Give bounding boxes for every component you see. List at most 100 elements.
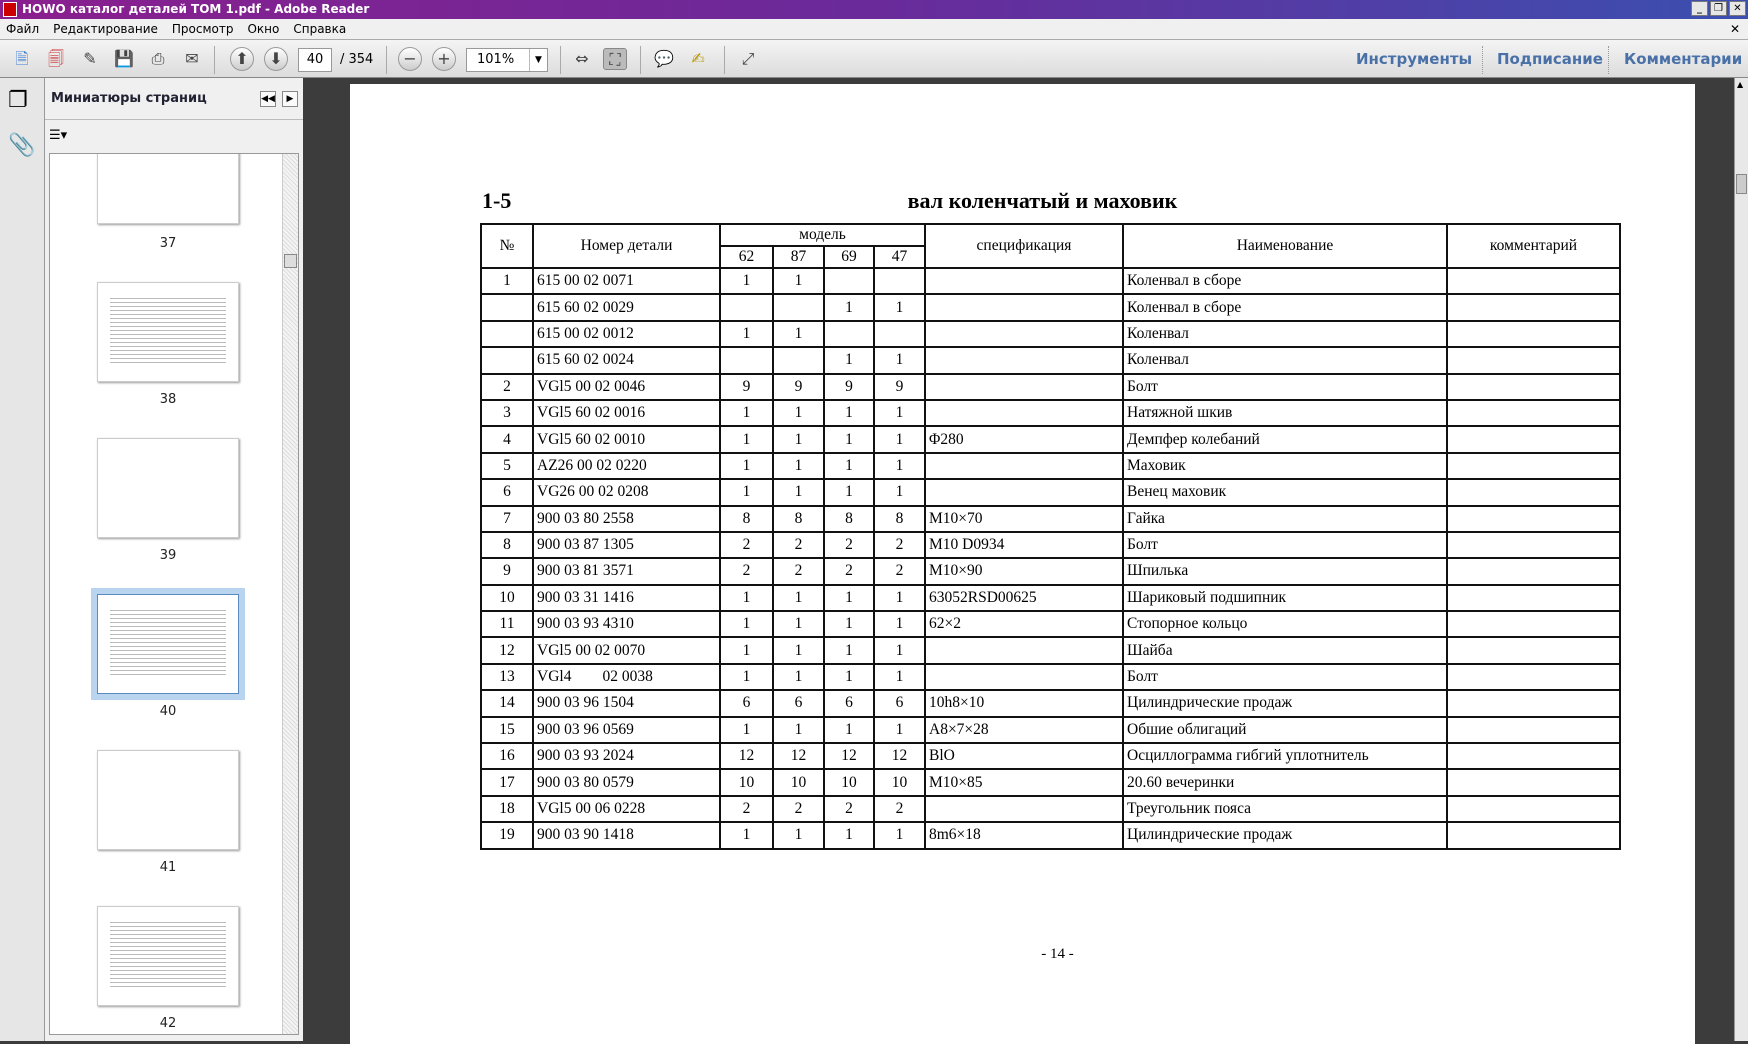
thumbnail-page-42[interactable] xyxy=(97,906,239,1006)
qty-62: 12 xyxy=(719,742,774,771)
qty-87: 1 xyxy=(772,478,825,507)
full-screen-icon[interactable]: ⤢ xyxy=(741,49,755,68)
part-name: Стопорное кольцо xyxy=(1122,610,1448,639)
scroll-up-icon[interactable]: ▲ xyxy=(1737,80,1744,89)
highlight-text-icon[interactable]: ✍ xyxy=(691,49,705,68)
comment xyxy=(1446,398,1621,428)
table-row: 15 900 03 96 0569 1 1 1 1 A8×7×28 Обшие облигац… xyxy=(480,715,1621,745)
scrollbar-thumb[interactable] xyxy=(284,254,297,268)
menu-window[interactable]: Окно xyxy=(247,22,280,36)
fit-width-icon[interactable]: ⇔ xyxy=(575,49,589,68)
expand-panel-button[interactable]: ▶ xyxy=(282,91,298,107)
comments-link[interactable]: Комментарии xyxy=(1624,50,1743,68)
menu-file[interactable]: Файл xyxy=(6,22,40,36)
qty-87 xyxy=(772,346,825,375)
row-number: 13 xyxy=(480,662,534,692)
row-number: 12 xyxy=(480,636,534,665)
thumbnail-page-38[interactable] xyxy=(97,282,239,382)
panel-title: Миниатюры страниц xyxy=(51,91,207,106)
specification: 10h8×10 xyxy=(924,689,1124,718)
part-number: 615 60 02 0029 xyxy=(532,293,721,322)
row-number: 4 xyxy=(480,425,534,454)
table-row: 14 900 03 96 1504 6 6 6 6 10h8×10 Цилиндрически… xyxy=(480,689,1621,718)
qty-47: 1 xyxy=(873,821,926,850)
qty-62: 1 xyxy=(719,319,774,349)
row-number: 15 xyxy=(480,715,534,745)
thumbnail-page-41[interactable] xyxy=(97,750,239,850)
part-name: Венец маховик xyxy=(1122,478,1448,507)
table-row: 7 900 03 80 2558 8 8 8 8 M10×70 Гайка xyxy=(480,504,1621,533)
attachments-icon[interactable]: 📎 xyxy=(8,133,36,158)
menu-edit[interactable]: Редактирование xyxy=(53,22,158,36)
part-number: VGl5 00 02 0046 xyxy=(532,372,721,401)
print-icon[interactable]: ⎙ xyxy=(151,49,165,68)
qty-69: 12 xyxy=(823,742,875,771)
next-page-button[interactable]: ⬇ xyxy=(264,47,288,71)
comment-icon[interactable]: 💬 xyxy=(654,49,674,68)
qty-47: 12 xyxy=(873,742,926,771)
create-pdf-icon[interactable]: 🗎 xyxy=(15,49,29,68)
thumbnail-scrollbar[interactable] xyxy=(282,154,298,1034)
collapse-panel-button[interactable]: ◀◀ xyxy=(260,91,276,107)
specification: Φ280 xyxy=(924,425,1124,454)
specification xyxy=(924,451,1124,481)
zoom-select[interactable]: 101% ▼ xyxy=(466,48,548,72)
zoom-in-button[interactable]: + xyxy=(432,47,456,71)
comment xyxy=(1446,346,1621,375)
table-row: 4 VGl5 60 02 0010 1 1 1 1 Φ280 Демпфер колебани… xyxy=(480,425,1621,454)
specification: A8×7×28 xyxy=(924,715,1124,745)
save-icon[interactable]: 💾 xyxy=(114,49,134,68)
qty-87 xyxy=(772,293,825,322)
table-row: 2 VGl5 00 02 0046 9 9 9 9 Болт xyxy=(480,372,1621,401)
table-row: 6 VG26 00 02 0208 1 1 1 1 Венец маховик xyxy=(480,478,1621,507)
menu-view[interactable]: Просмотр xyxy=(171,22,234,36)
comment xyxy=(1446,794,1621,824)
part-name: 20.60 вечеринки xyxy=(1122,768,1448,797)
document-scrollbar[interactable]: ▲ xyxy=(1734,78,1748,1041)
page-thumbnails-icon[interactable]: ❐ xyxy=(8,88,28,113)
qty-62 xyxy=(719,346,774,375)
qty-69: 1 xyxy=(823,346,875,375)
comment xyxy=(1446,478,1621,507)
scrollbar-thumb[interactable] xyxy=(1736,174,1747,194)
part-number: AZ26 00 02 0220 xyxy=(532,451,721,481)
table-row: 615 60 02 0024 1 1 Коленвал xyxy=(480,346,1621,375)
combine-files-icon[interactable]: 🗐 xyxy=(48,49,64,68)
sign-link[interactable]: Подписание xyxy=(1497,50,1603,68)
qty-62: 1 xyxy=(719,821,774,850)
fit-page-icon[interactable]: ⛶ xyxy=(603,48,627,70)
options-menu-icon[interactable]: ☰▾ xyxy=(49,128,68,143)
part-name: Болт xyxy=(1122,662,1448,692)
email-icon[interactable]: ✉ xyxy=(185,49,199,68)
thumbnail-page-37[interactable] xyxy=(97,154,239,224)
qty-69: 1 xyxy=(823,583,875,613)
close-document-icon[interactable]: ✕ xyxy=(1729,22,1740,36)
tools-link[interactable]: Инструменты xyxy=(1356,50,1473,68)
page-number-input[interactable]: 40 xyxy=(298,48,332,72)
specification: 63052RSD00625 xyxy=(924,583,1124,613)
restore-button[interactable]: ❐ xyxy=(1710,1,1727,16)
row-number: 8 xyxy=(480,530,534,560)
previous-page-button[interactable]: ⬆ xyxy=(230,47,254,71)
chevron-down-icon[interactable]: ▼ xyxy=(529,49,547,71)
edit-document-icon[interactable]: ✎ xyxy=(83,49,97,68)
header-name: Наименование xyxy=(1122,223,1448,269)
qty-87: 1 xyxy=(772,266,825,296)
thumbnail-page-39[interactable] xyxy=(97,438,239,538)
part-number: VGl5 60 02 0016 xyxy=(532,398,721,428)
zoom-out-button[interactable]: − xyxy=(398,47,422,71)
minimize-button[interactable]: _ xyxy=(1691,1,1708,16)
table-row: 19 900 03 90 1418 1 1 1 1 8m6×18 Цилиндрические… xyxy=(480,821,1621,850)
qty-87: 1 xyxy=(772,715,825,745)
window-title: HOWO каталог деталей TOM 1.pdf - Adobe R… xyxy=(22,2,370,16)
thumbnail-label: 37 xyxy=(159,236,177,251)
menu-help[interactable]: Справка xyxy=(293,22,347,36)
part-name: Коленвал xyxy=(1122,319,1448,349)
qty-69: 1 xyxy=(823,398,875,428)
table-row: 615 00 02 0012 1 1 Коленвал xyxy=(480,319,1621,349)
thumbnail-page-40[interactable] xyxy=(91,588,245,700)
close-button[interactable]: ✕ xyxy=(1729,1,1746,16)
specification: M10×90 xyxy=(924,557,1124,586)
document-view: 1-5 вал коленчатый и маховик № Номер дет… xyxy=(303,78,1734,1044)
part-name: Коленвал в сборе xyxy=(1122,293,1448,322)
